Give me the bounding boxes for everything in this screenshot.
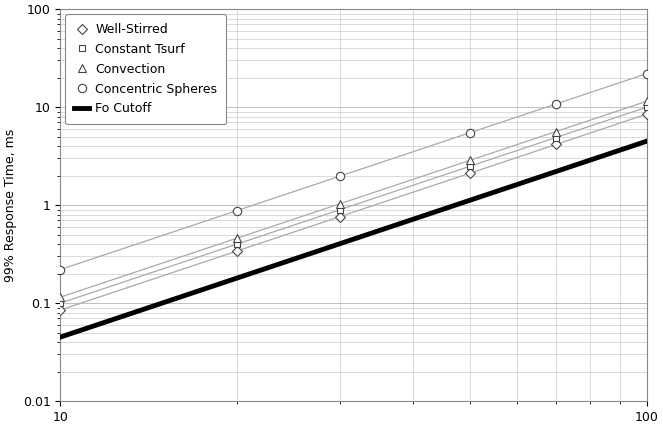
Legend: Well-Stirred, Constant Tsurf, Convection, Concentric Spheres, Fo Cutoff: Well-Stirred, Constant Tsurf, Convection… [66,14,226,124]
Y-axis label: 99% Response Time, ms: 99% Response Time, ms [4,128,17,282]
